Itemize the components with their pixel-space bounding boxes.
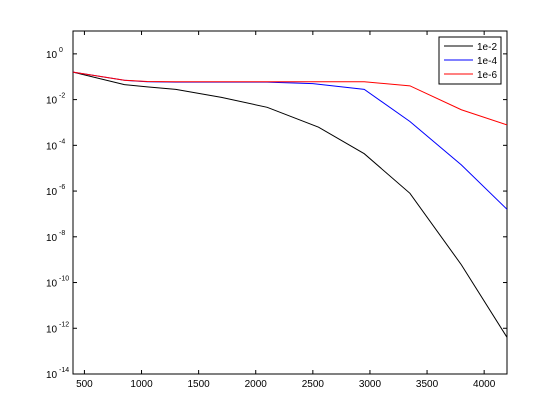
y-tick-label-exponent: -12 <box>59 321 69 328</box>
series-line-1e-6 <box>73 71 507 126</box>
y-tick-label-exponent: -2 <box>59 93 65 100</box>
y-tick-label-base: 10 <box>46 50 58 61</box>
y-tick-label-exponent: -4 <box>59 138 65 145</box>
x-tick-label: 4000 <box>473 379 496 390</box>
x-tick-label: 3000 <box>359 379 382 390</box>
y-tick-label-base: 10 <box>46 233 58 244</box>
x-tick-label: 1500 <box>188 379 211 390</box>
x-tick-label: 500 <box>76 379 93 390</box>
y-tick-label-base: 10 <box>46 141 58 152</box>
axes-frame <box>72 30 508 375</box>
y-tick-label-exponent: -14 <box>59 367 69 374</box>
legend-label: 1e-6 <box>477 70 497 81</box>
x-tick-label: 2500 <box>302 379 325 390</box>
series-lines <box>73 71 507 338</box>
y-tick-label-exponent: -10 <box>59 276 69 283</box>
y-tick-label-exponent: -6 <box>59 184 65 191</box>
x-tick-label: 2000 <box>245 379 268 390</box>
legend: 1e-2 1e-4 1e-6 <box>438 36 502 85</box>
series-line-1e-2 <box>73 71 507 338</box>
y-tick-label-base: 10 <box>46 324 58 335</box>
y-tick-label-exponent: 0 <box>59 47 63 54</box>
y-tick-label-exponent: -8 <box>59 230 65 237</box>
legend-label: 1e-4 <box>477 56 497 67</box>
y-tick-label-base: 10 <box>46 187 58 198</box>
y-tick-label-base: 10 <box>46 370 58 381</box>
legend-label: 1e-2 <box>477 42 497 53</box>
y-tick-label-base: 10 <box>46 96 58 107</box>
x-tick-label: 3500 <box>416 379 439 390</box>
x-tick-label: 1000 <box>130 379 153 390</box>
y-tick-label-base: 10 <box>46 279 58 290</box>
